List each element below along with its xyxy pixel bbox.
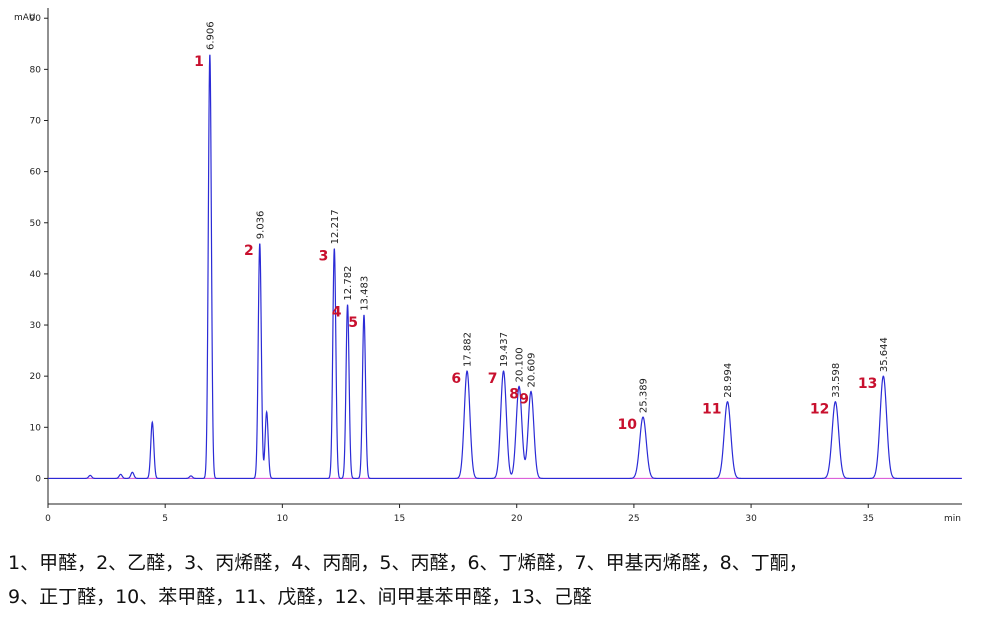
x-tick-label: 5 <box>162 514 168 524</box>
peak-retention-label: 12.782 <box>343 266 354 301</box>
peak-number-label: 11 <box>702 402 721 418</box>
peak-number-label: 5 <box>348 315 358 331</box>
peak-retention-label: 20.609 <box>526 352 537 387</box>
peak-number-label: 7 <box>488 371 498 387</box>
x-tick-label: 15 <box>394 514 405 524</box>
peak-retention-label: 17.882 <box>463 332 474 367</box>
peak-number-label: 4 <box>332 305 342 321</box>
peak-number-label: 12 <box>810 402 829 418</box>
peak-number-label: 1 <box>194 54 204 70</box>
y-axis-label: mAU <box>14 13 36 23</box>
peak-retention-label: 6.906 <box>205 21 216 50</box>
y-tick-label: 80 <box>30 65 42 75</box>
y-tick-label: 70 <box>30 116 42 126</box>
peak-number-label: 9 <box>519 391 529 407</box>
x-tick-label: 30 <box>745 514 757 524</box>
peak-retention-label: 19.437 <box>499 332 510 367</box>
peak-retention-label: 25.389 <box>639 378 650 413</box>
peak-number-label: 8 <box>509 386 519 402</box>
peak-number-label: 10 <box>618 417 638 433</box>
y-tick-label: 0 <box>35 474 41 484</box>
peak-retention-label: 33.598 <box>831 363 842 398</box>
x-tick-label: 35 <box>863 514 874 524</box>
x-tick-label: 10 <box>277 514 289 524</box>
chromatogram-chart: mAU min 0 10 20 30 40 50 60 70 80 90 0 5 10 15 20 25 30 3… <box>14 8 962 524</box>
peak-retention-label: 13.483 <box>359 276 370 311</box>
x-axis-label: min <box>944 514 961 524</box>
caption-line-2: 9、正丁醛，10、苯甲醛，11、戊醛，12、间甲基苯甲醛，13、己醛 <box>8 586 592 608</box>
y-tick-label: 40 <box>30 270 42 280</box>
peak-retention-label: 20.100 <box>515 347 526 382</box>
peak-number-label: 2 <box>244 243 254 259</box>
chromatogram-trace <box>48 54 962 480</box>
y-tick-label: 50 <box>30 219 42 229</box>
x-tick-label: 25 <box>628 514 639 524</box>
x-tick-label: 0 <box>45 514 51 524</box>
x-tick-label: 20 <box>511 514 523 524</box>
peak-number-label: 6 <box>451 371 461 387</box>
y-tick-label: 30 <box>30 321 42 331</box>
peak-retention-label: 9.036 <box>255 211 266 240</box>
peak-legend-caption: 1、甲醛，2、乙醛，3、丙烯醛，4、丙酮，5、丙醛，6、丁烯醛，7、甲基丙烯醛，… <box>8 546 988 614</box>
y-tick-label: 90 <box>30 14 42 24</box>
peak-retention-label: 12.217 <box>330 209 341 244</box>
y-tick-label: 10 <box>30 423 42 433</box>
peak-retention-label: 35.644 <box>879 337 890 372</box>
y-tick-label: 60 <box>30 168 42 178</box>
peak-number-label: 3 <box>319 248 329 264</box>
y-tick-label: 20 <box>30 372 42 382</box>
peak-retention-label: 28.994 <box>723 363 734 398</box>
peak-number-label: 13 <box>858 376 877 392</box>
caption-line-1: 1、甲醛，2、乙醛，3、丙烯醛，4、丙酮，5、丙醛，6、丁烯醛，7、甲基丙烯醛，… <box>8 552 808 574</box>
